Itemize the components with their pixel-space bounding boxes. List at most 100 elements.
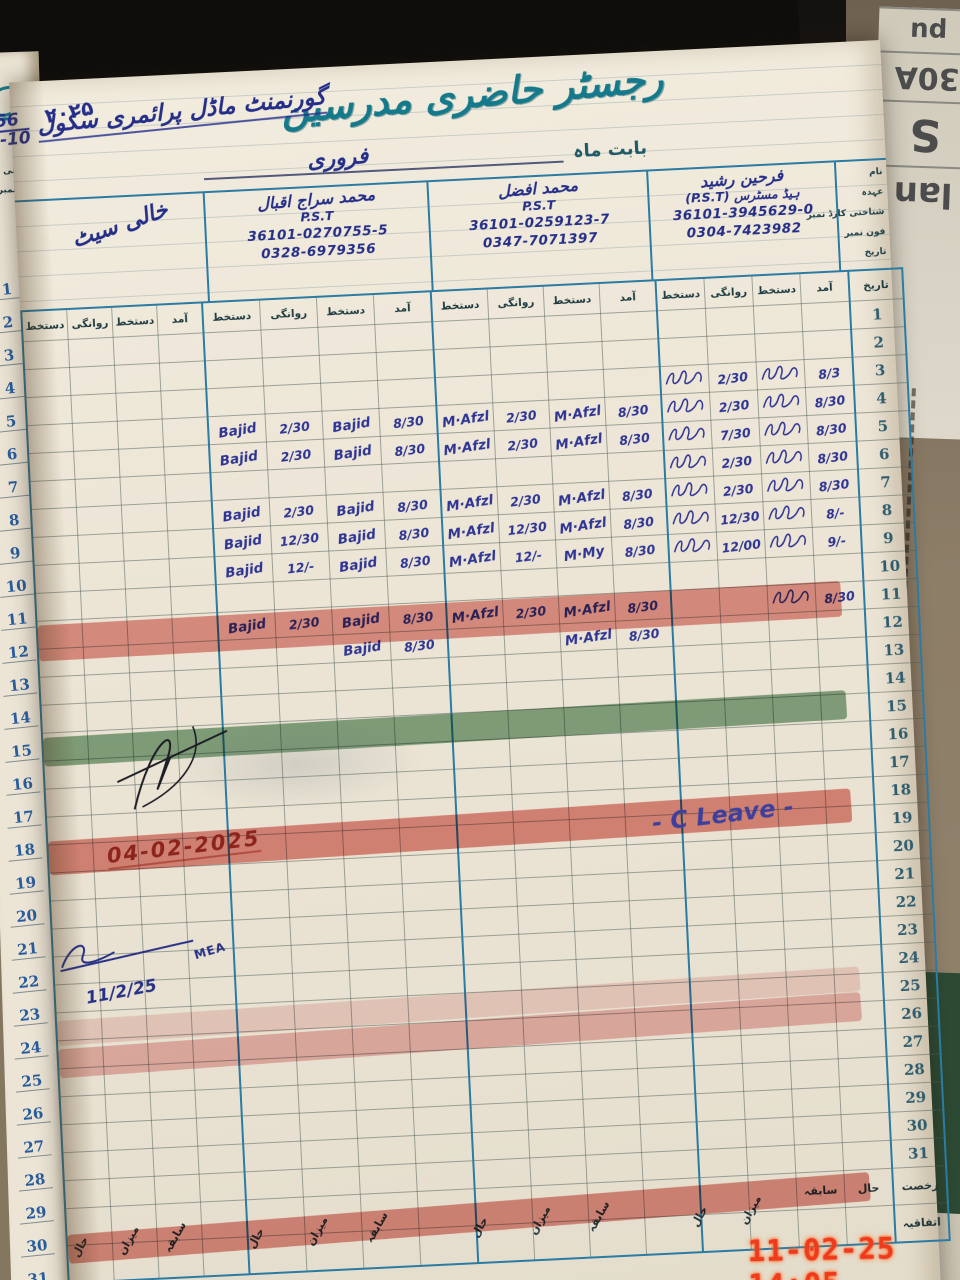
- grid-cell: [234, 973, 294, 1005]
- grid-cell: [203, 330, 263, 361]
- grid-cell: [391, 657, 451, 689]
- signature-scribble: [673, 537, 710, 552]
- verification-signature-block: MEA 11/2/25: [55, 922, 297, 1009]
- grid-cell: [263, 383, 322, 414]
- grid-cell: [41, 731, 89, 762]
- grid-cell: [500, 567, 559, 599]
- grid-cell: [56, 1038, 104, 1069]
- grid-cell: [62, 1150, 110, 1181]
- grid-cell: [667, 532, 718, 563]
- grid-cell: [147, 1034, 194, 1065]
- grid-cell: [724, 697, 774, 728]
- grid-cell: [834, 972, 884, 1003]
- month-underline: فروری: [202, 133, 564, 181]
- grid-cell: [320, 380, 379, 412]
- handwritten-name: Bajid: [337, 554, 379, 576]
- grid-cell: [813, 552, 864, 584]
- grid-cell: [145, 1006, 193, 1037]
- handwritten-name: Bajid: [340, 610, 381, 632]
- handwritten-name: M·Afzl: [450, 603, 500, 627]
- grid-day-number: 15: [868, 690, 925, 721]
- grid-cell: [672, 615, 722, 647]
- grid-cell: [199, 1171, 246, 1203]
- grid-cell: [569, 816, 627, 848]
- grid-cell: [640, 1121, 698, 1153]
- grid-cell: [109, 1176, 156, 1207]
- grid-cell: [567, 788, 626, 820]
- grid-cell: [771, 667, 821, 698]
- grid-cell: [241, 1113, 301, 1144]
- grid-header-cell: آمد: [799, 270, 850, 304]
- grid-cell: [607, 450, 666, 482]
- handwritten-time: 2/30: [279, 446, 312, 465]
- grid-cell: 2/30: [492, 400, 551, 431]
- grid-cell: [517, 903, 575, 935]
- handwritten-name: M·Afzl: [552, 402, 603, 426]
- signature-scribble: [763, 421, 800, 436]
- grid-cell: [293, 998, 353, 1030]
- grid-cell: [802, 329, 853, 360]
- grid-cell: [780, 862, 831, 894]
- left-page-day-number: 21: [9, 938, 46, 961]
- grid-cell: [433, 346, 492, 378]
- grid-cell: [140, 894, 187, 925]
- grid-cell: [565, 732, 623, 764]
- grid-cell: [619, 702, 678, 733]
- grid-cell: [574, 928, 632, 960]
- grid-cell: [374, 321, 434, 353]
- grid-cell: [300, 1138, 359, 1170]
- handwritten-time: 2/30: [509, 491, 542, 510]
- grid-cell: [115, 391, 163, 422]
- grid-cell: [509, 735, 567, 767]
- grid-cell: [119, 474, 167, 506]
- grid-cell: [148, 1062, 195, 1093]
- grid-cell: [717, 557, 768, 589]
- school-number-denominator: 10-R: [0, 127, 31, 152]
- grid-cell: [70, 393, 118, 424]
- grid-cell: [791, 1086, 841, 1118]
- grid-header-date: تاریخ: [848, 268, 904, 302]
- grid-cell: [665, 476, 715, 507]
- grid-cell: [83, 644, 130, 676]
- grid-cell: [448, 654, 507, 686]
- left-page-day-number: 17: [5, 806, 42, 829]
- grid-cell: [706, 333, 757, 365]
- grid-cell: 12/00: [716, 529, 766, 561]
- handwritten-time: 8/30: [391, 412, 425, 432]
- verification-signature: [60, 939, 194, 973]
- grid-cell: [641, 1149, 700, 1181]
- grid-cell: [626, 842, 685, 873]
- register-page: رجسٹر حاضری مدرسین گورنمنٹ ماڈل پرائمری …: [0, 40, 951, 1280]
- grid-cell: [742, 1061, 792, 1092]
- grid-cell: M·Afzl: [443, 542, 501, 574]
- grid-cell: [821, 720, 872, 752]
- grid-header-cell: دستخط: [430, 288, 489, 322]
- grid-cell: [562, 677, 620, 708]
- grid-cell: [39, 675, 86, 706]
- grid-cell: 8/30: [378, 405, 438, 437]
- grid-cell: 12/-: [499, 539, 557, 571]
- left-page-day-number: 23: [11, 1004, 48, 1027]
- signature-scribble: [762, 393, 799, 408]
- grid-cell: [414, 1132, 474, 1164]
- grid-cell: [693, 1063, 744, 1094]
- grid-cell: 8/30: [380, 433, 440, 465]
- grid-cell: [324, 464, 384, 496]
- handwritten-time: 2/30: [278, 418, 311, 437]
- grid-cell: [237, 1029, 297, 1061]
- grid-cell: [215, 581, 275, 613]
- grid-cell: [767, 583, 817, 614]
- grid-cell: [573, 900, 631, 932]
- grid-cell: [775, 751, 825, 782]
- grid-cell: [128, 642, 175, 673]
- grid-cell: [439, 458, 497, 490]
- grid-cell: [600, 310, 659, 342]
- grid-cell: [719, 585, 769, 616]
- grid-cell: [689, 979, 740, 1010]
- grid-cell: [783, 918, 833, 950]
- grid-cell: [638, 1093, 697, 1125]
- left-page-day-number: 19: [7, 872, 44, 895]
- grid-cell: [35, 591, 82, 622]
- grid-cell: [584, 1124, 642, 1156]
- grid-cell: [118, 446, 165, 478]
